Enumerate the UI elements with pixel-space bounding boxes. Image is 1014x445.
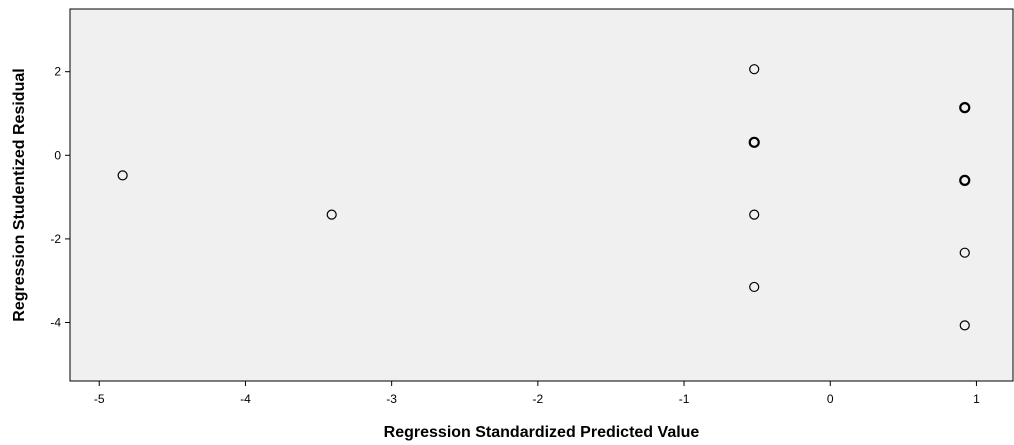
data-point <box>959 320 970 331</box>
data-point <box>748 136 760 148</box>
x-tick-label: -3 <box>386 392 397 406</box>
data-point <box>117 170 128 181</box>
x-axis-title: Regression Standardized Predicted Value <box>384 424 700 441</box>
x-tick-label: 0 <box>827 392 834 406</box>
data-point <box>959 174 971 186</box>
data-point <box>749 281 760 293</box>
data-point <box>959 247 970 258</box>
x-tick-label: -4 <box>240 392 251 406</box>
plot-area <box>69 8 1014 382</box>
y-tick-label: -2 <box>50 232 61 246</box>
y-tick-label: 0 <box>54 148 61 162</box>
x-tick-label: -2 <box>533 392 544 406</box>
x-tick-label: 1 <box>973 392 980 406</box>
data-point <box>749 209 760 220</box>
x-tick-label: -1 <box>679 392 690 406</box>
y-axis: 2 0 -2 -4 <box>50 65 70 329</box>
y-tick-label: 2 <box>54 65 61 79</box>
data-point <box>326 209 337 220</box>
y-tick-label: -4 <box>50 315 61 329</box>
x-tick-label: -5 <box>94 392 105 406</box>
y-axis-title: Regression Studentized Residual <box>11 68 28 321</box>
data-point <box>749 64 760 75</box>
data-point <box>959 102 971 114</box>
data-points <box>117 64 971 331</box>
x-axis: -5 -4 -3 -2 -1 0 1 <box>94 381 980 406</box>
